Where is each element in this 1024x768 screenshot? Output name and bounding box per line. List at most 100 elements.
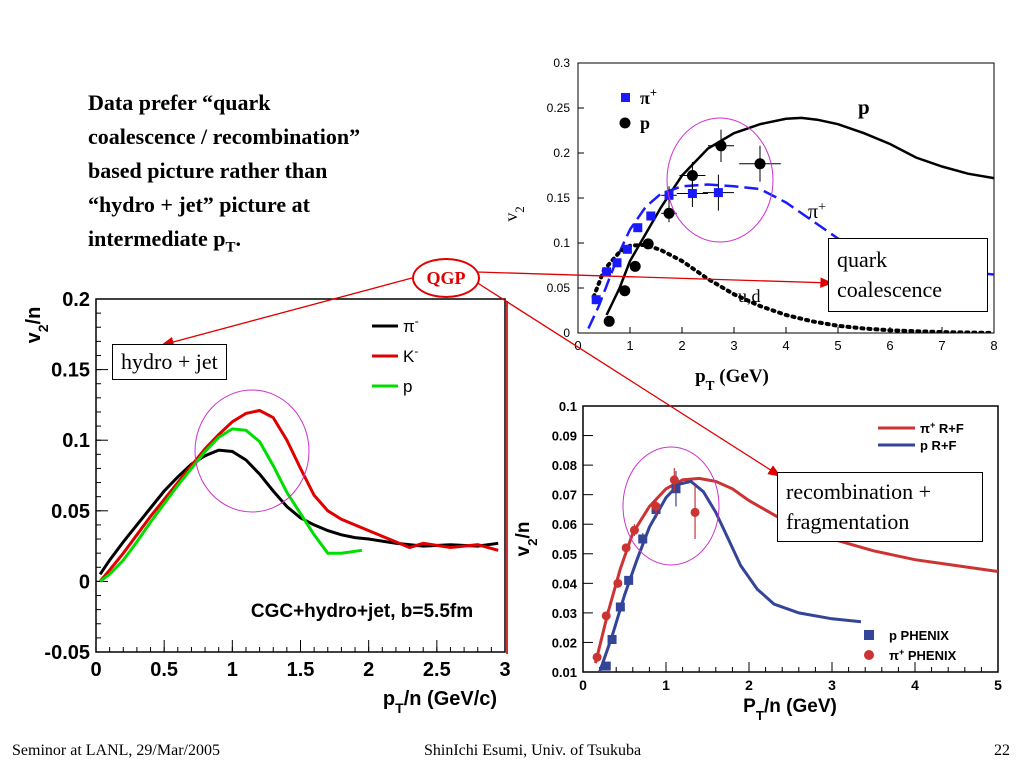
data-point xyxy=(592,652,602,662)
x-tick-label: 5 xyxy=(834,338,841,353)
y-tick-label: 0.04 xyxy=(552,576,578,591)
curve-u,d xyxy=(591,242,994,333)
footer-left: Seminor at LANL, 29/Mar/2005 xyxy=(12,742,220,759)
data-point xyxy=(619,285,631,297)
x-axis-title: PT/n (GeV) xyxy=(743,696,837,723)
data-point xyxy=(669,475,679,485)
curves xyxy=(98,408,499,583)
x-tick-label: 3 xyxy=(499,659,510,681)
y-tick-label: 0 xyxy=(563,326,570,340)
qgp-arrow xyxy=(475,281,782,477)
x-tick-label: 1 xyxy=(662,677,670,693)
chart-top-right: 0 1 2 3 4 5 6 7 8 0 0.05 0.1 0.15 0.2 0.25 0.3 pT (GeV) v… xyxy=(501,56,998,393)
data-point xyxy=(615,602,625,612)
series-p xyxy=(99,427,363,583)
y-tick-label: 0.01 xyxy=(552,665,577,680)
callout-line: quark xyxy=(837,247,888,272)
x-tick-label: 8 xyxy=(990,338,997,353)
x-tick-label: 0 xyxy=(579,677,587,693)
qgp-label: QGP xyxy=(412,258,480,298)
x-tick-label: 2 xyxy=(745,677,753,693)
headline-line: coalescence / recombination” xyxy=(88,124,361,149)
y-tick-label: 0.07 xyxy=(552,488,577,503)
recombination-fragmentation-callout: recombination + fragmentation xyxy=(777,472,983,542)
y-tick-label: 0.1 xyxy=(553,236,570,250)
headline-line: intermediate pT. xyxy=(88,226,241,256)
data-point xyxy=(621,543,631,553)
data-point xyxy=(715,140,727,152)
x-tick-label: 6 xyxy=(886,338,893,353)
data-point xyxy=(603,315,615,327)
x-tick-label: 4 xyxy=(782,338,789,353)
x-tick-label: 1 xyxy=(626,338,633,353)
legend-marker xyxy=(621,93,630,102)
legend-label: π- xyxy=(403,314,419,336)
headline-line: “hydro + jet” picture at xyxy=(88,192,310,217)
highlight-circle xyxy=(622,446,720,566)
y-axis-title: v2 xyxy=(501,206,527,221)
x-tick-label: 2 xyxy=(678,338,685,353)
x-tick-label: 1 xyxy=(227,659,238,681)
y-tick-label: 0.08 xyxy=(552,458,577,473)
y-tick-label: 0.15 xyxy=(547,191,571,205)
data-point xyxy=(638,534,648,544)
headline-line: Data prefer “quark xyxy=(88,90,271,115)
y-tick-label: 0.3 xyxy=(553,56,570,70)
y-tick-label: 0.15 xyxy=(51,360,90,382)
data-point xyxy=(601,611,611,621)
y-tick-label: 0.02 xyxy=(552,635,577,650)
data-point xyxy=(754,158,766,170)
y-tick-label: -0.05 xyxy=(44,642,90,664)
legend-marker xyxy=(864,630,874,640)
qgp-arrow xyxy=(160,277,413,347)
x-tick-label: 0.5 xyxy=(150,659,178,681)
x-tick-label: 2 xyxy=(363,659,374,681)
x-tick-label: 3 xyxy=(828,677,836,693)
data-point xyxy=(671,484,681,494)
y-tick-label: 0.2 xyxy=(62,289,90,311)
data-point xyxy=(687,189,697,198)
data-point xyxy=(602,267,612,277)
y-axis-title: v2/n xyxy=(513,522,540,557)
highlight-circle xyxy=(666,117,774,243)
legend-label: π+ xyxy=(640,86,657,108)
curve-label-ud: u,d xyxy=(738,286,761,306)
x-tick-label: 3 xyxy=(730,338,737,353)
highlight-circle xyxy=(194,389,310,513)
callout-line: recombination + xyxy=(786,479,931,504)
qgp-arrow xyxy=(476,271,834,288)
data-point xyxy=(651,501,661,511)
x-axis-title: pT/n (GeV/c) xyxy=(383,688,497,716)
y-tick-label: 0.1 xyxy=(62,430,90,452)
y-axis-title: v2/n xyxy=(23,307,51,344)
legend-label: π+ R+F xyxy=(920,420,964,436)
data-point xyxy=(612,258,622,268)
series-p R+F xyxy=(598,479,862,672)
callout-line: fragmentation xyxy=(786,509,910,534)
series-π- xyxy=(98,448,499,576)
data-point xyxy=(633,223,643,233)
y-tick-label: 0.03 xyxy=(552,606,577,621)
y-tick-label: 0.25 xyxy=(547,101,571,115)
data-point xyxy=(642,238,654,250)
legend-label: π+ PHENIX xyxy=(889,647,957,663)
data-point xyxy=(646,211,656,221)
x-tick-label: 0 xyxy=(90,659,101,681)
chart-annotation: CGC+hydro+jet, b=5.5fm xyxy=(251,601,473,622)
legend-marker xyxy=(619,117,631,129)
y-tick-label: 0.09 xyxy=(552,429,577,444)
callout-line: coalescence xyxy=(837,277,943,302)
x-tick-label: 2.5 xyxy=(423,659,451,681)
data-point xyxy=(591,295,601,305)
data-point xyxy=(624,575,634,585)
legend-label: p xyxy=(403,377,412,396)
chart-bottom-right: 0 1 2 3 4 5 0.01 0.02 0.03 0.04 0.05 0.06 0.07 0.08 0.… xyxy=(513,399,1002,723)
data-point xyxy=(713,188,723,198)
data-point xyxy=(629,260,641,272)
legend-marker xyxy=(864,650,874,660)
legend-label: p R+F xyxy=(920,438,957,453)
legend-label: p xyxy=(640,113,650,133)
curve-label-p: p xyxy=(858,95,870,119)
